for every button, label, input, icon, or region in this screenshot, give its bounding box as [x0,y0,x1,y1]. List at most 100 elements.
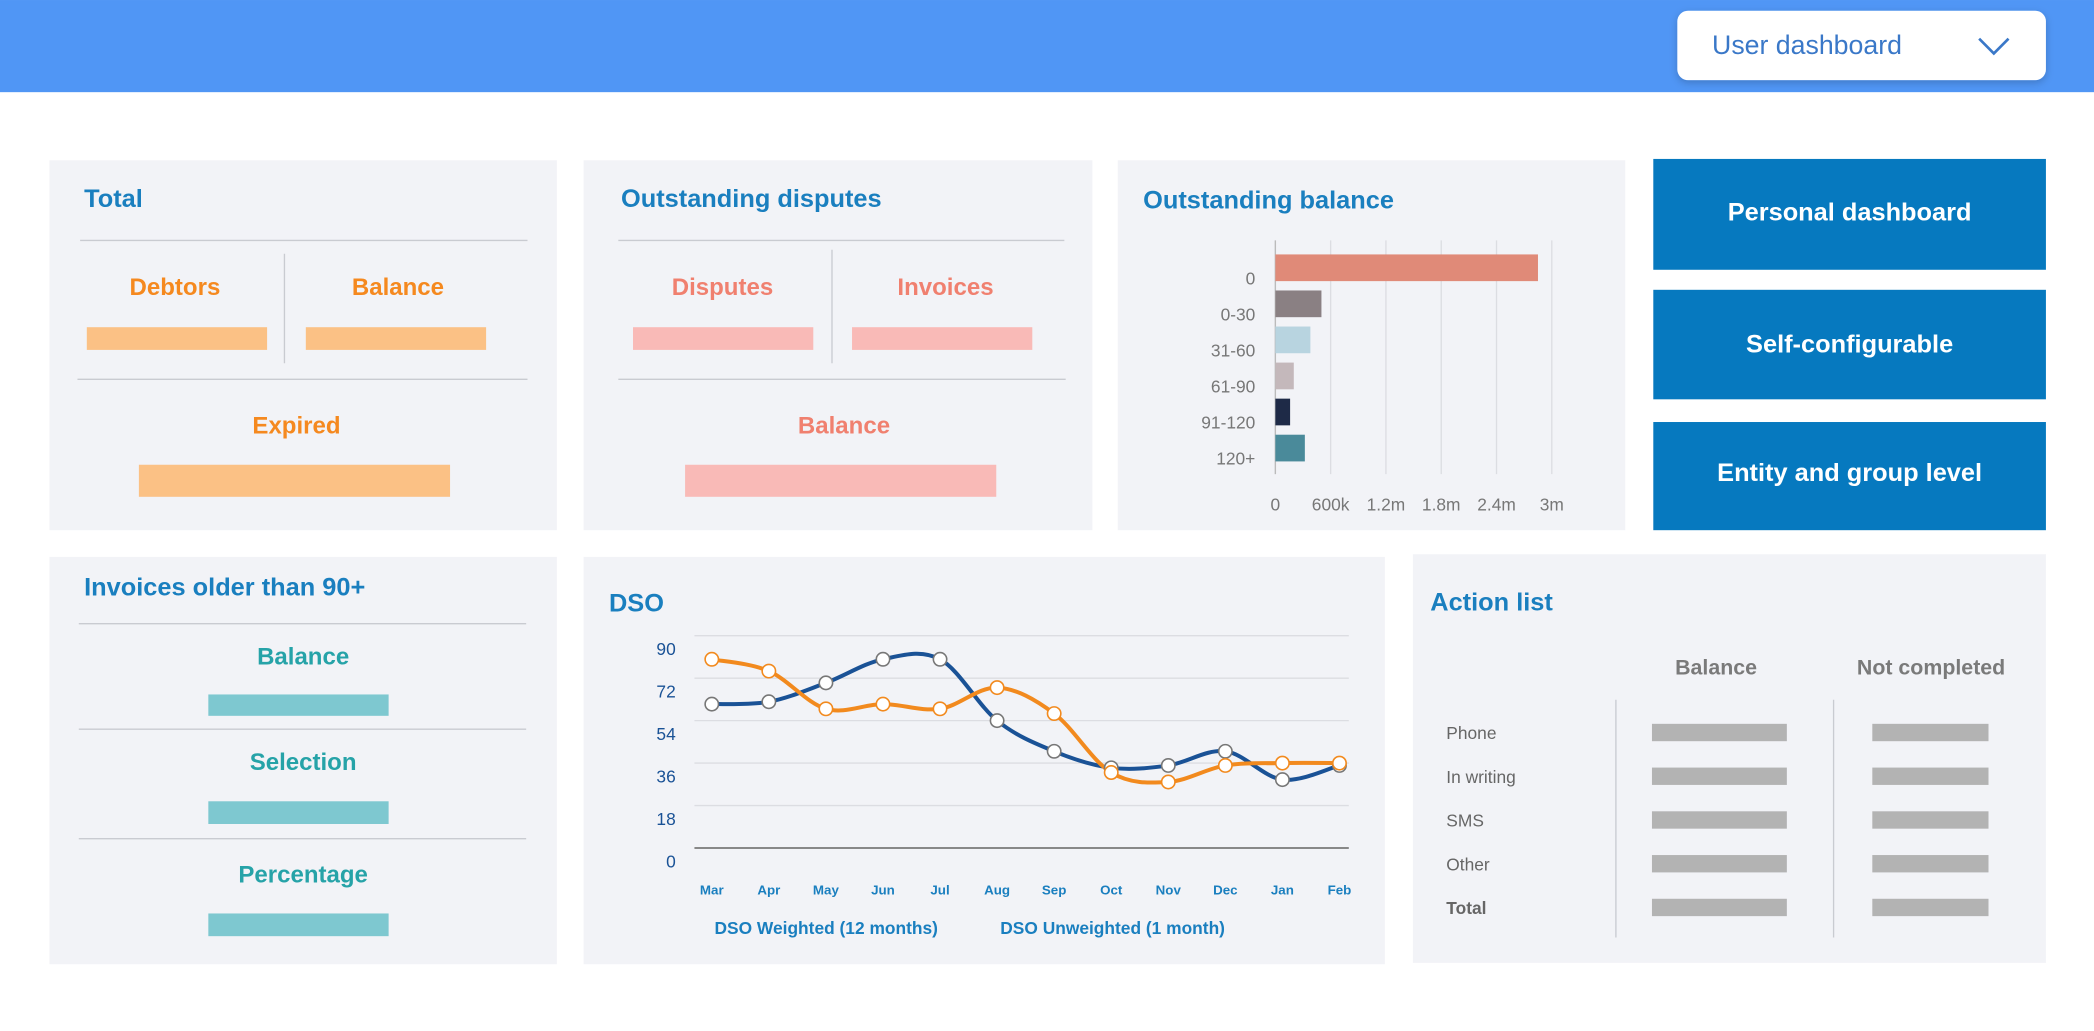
y-tick-label: 91-120 [1201,413,1255,433]
x-tick-label: Feb [1328,882,1352,897]
y-tick-label: 90 [656,639,675,659]
bar [1275,326,1311,354]
legend-label: DSO Unweighted (1 month) [1000,918,1225,938]
placeholder-bar [208,801,389,824]
point [1331,755,1347,771]
x-tick-label: Jul [930,882,949,897]
button-bg[interactable] [1653,422,2046,531]
point [761,694,777,710]
bar [1275,362,1294,390]
button-bg[interactable] [1653,158,2046,270]
bar [1275,254,1538,282]
x-tick-label: Sep [1042,882,1066,897]
point [875,651,891,667]
card-title: Invoices older than 90+ [84,574,365,602]
placeholder-bar [1651,723,1787,742]
card-action-list [1412,554,2046,963]
point [875,696,891,712]
x-tick-label: 3m [1540,495,1564,515]
metric-label: Invoices [897,274,993,301]
metric-label: Balance [257,644,349,671]
y-tick-label: 0 [666,851,676,871]
placeholder-bar [86,327,268,350]
placeholder-bar [852,327,1033,350]
placeholder-bar [1872,855,1989,873]
row-label: Total [1446,898,1486,918]
metric-label: Expired [252,413,340,440]
point [761,663,777,679]
point [1103,765,1119,781]
bar [1275,290,1322,318]
y-tick-label: 36 [656,766,675,786]
metric-label: Balance [798,413,890,440]
x-tick-label: Mar [700,882,724,897]
x-tick-label: 1.8m [1422,495,1461,515]
placeholder-bar [208,913,389,937]
y-tick-label: 120+ [1216,449,1255,469]
dropdown-label[interactable]: User dashboard [1712,30,1902,60]
button[interactable]: Personal dashboard [1653,158,2046,270]
point [932,651,948,667]
x-tick-label: Nov [1156,882,1182,897]
row-label: In writing [1446,767,1515,787]
row-label: Phone [1446,723,1496,743]
x-tick-label: Dec [1213,882,1238,897]
chart-title: Outstanding balance [1143,186,1394,214]
metric-label: Selection [250,749,357,776]
button-label[interactable]: Personal dashboard [1728,198,1972,226]
button-label[interactable]: Entity and group level [1717,459,1982,487]
x-tick-label: 600k [1312,495,1350,515]
x-tick-label: Jan [1271,882,1294,897]
x-tick-label: Jun [871,882,895,897]
x-tick-label: 1.2m [1367,495,1406,515]
point [932,701,948,717]
dropdown-box[interactable] [1677,10,2046,81]
point [704,696,720,712]
dropdown[interactable]: User dashboard [1677,10,2046,81]
placeholder-bar [685,464,997,497]
y-tick-label: 0-30 [1221,304,1256,324]
placeholder-bar [1651,767,1787,785]
x-tick-label: 2.4m [1477,495,1516,515]
chart-title: DSO [609,590,664,618]
placeholder-bar [1651,898,1787,917]
y-tick-label: 18 [656,809,675,829]
x-tick-label: May [813,882,840,897]
point [818,701,834,717]
legend-label: DSO Weighted (12 months) [714,918,937,938]
chevron[interactable] [1978,37,2010,56]
placeholder-bar [1872,898,1989,917]
point [1217,757,1233,773]
placeholder-bar [1872,811,1989,829]
y-tick-label: 61-90 [1211,377,1255,397]
card-title: Action list [1430,588,1553,616]
point [989,713,1005,729]
placeholder-bar [633,327,814,350]
point [1160,774,1176,790]
button[interactable]: Self-configurable [1653,289,2046,400]
point [1274,772,1290,788]
x-tick-label: Aug [984,882,1010,897]
button-label[interactable]: Self-configurable [1746,331,1953,359]
y-tick-label: 72 [656,681,675,701]
point [1046,743,1062,759]
point [818,675,834,691]
point [704,651,720,667]
button[interactable]: Entity and group level [1653,422,2046,531]
card-dso-chart [583,556,1385,965]
row-label: SMS [1446,811,1484,831]
button-bg[interactable] [1653,289,2046,400]
point [1274,755,1290,771]
point [1217,743,1233,759]
x-tick-label: Oct [1100,882,1123,897]
metric-label: Percentage [238,861,367,888]
point [1046,706,1062,722]
placeholder-bar [208,694,389,716]
metric-label: Debtors [130,274,221,301]
point [1160,757,1176,773]
card-balance-chart [1117,160,1626,531]
y-tick-label: 31-60 [1211,340,1255,360]
placeholder-bar [1872,767,1989,785]
